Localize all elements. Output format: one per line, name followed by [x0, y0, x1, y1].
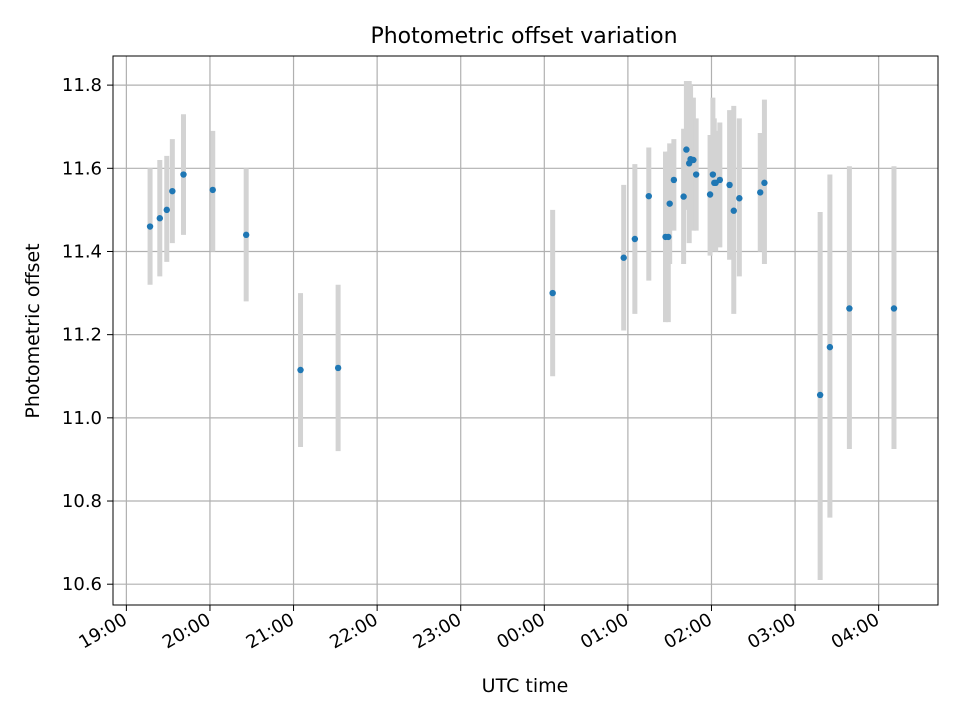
data-point: [680, 193, 687, 200]
data-point: [716, 176, 724, 184]
y-tick-label: 11.8: [62, 75, 102, 96]
data-point: [826, 343, 834, 351]
data-point: [666, 200, 673, 207]
data-point: [816, 391, 824, 399]
y-axis-ticks: 10.6 10.8 11.0 11.2 11.4 11.6 11.8: [62, 75, 113, 595]
data-point: [726, 181, 733, 189]
y-tick-label: 11.6: [62, 158, 102, 179]
chart-title: Photometric offset variation: [370, 24, 677, 49]
y-tick-label: 11.4: [62, 241, 102, 262]
data-point: [665, 233, 672, 241]
data-point: [549, 289, 556, 297]
data-point: [692, 171, 700, 178]
data-point: [180, 171, 187, 178]
data-point: [757, 189, 764, 196]
data-point: [163, 206, 170, 214]
data-point: [683, 146, 690, 153]
data-point: [736, 195, 743, 202]
y-axis-label: Photometric offset: [22, 243, 44, 418]
data-point: [146, 223, 154, 230]
grid-lines: [113, 56, 938, 605]
data-point: [761, 179, 768, 187]
data-point: [169, 187, 176, 195]
data-point: [709, 171, 717, 178]
data-point: [690, 156, 697, 164]
data-points: [146, 146, 898, 399]
x-axis-label: UTC time: [482, 675, 569, 697]
data-point: [620, 254, 627, 261]
plot-frame: [112, 55, 939, 606]
data-point: [242, 231, 250, 239]
y-tick-label: 11.0: [62, 408, 102, 429]
y-tick-label: 10.6: [62, 574, 102, 595]
data-point: [297, 366, 304, 374]
data-point: [706, 191, 714, 198]
data-point: [670, 176, 678, 184]
data-point: [631, 235, 639, 243]
data-point: [156, 215, 164, 222]
data-point: [846, 305, 853, 312]
data-point: [334, 364, 342, 372]
data-point: [209, 186, 216, 194]
data-point: [645, 192, 652, 200]
data-point: [890, 305, 898, 312]
y-tick-label: 10.8: [62, 491, 102, 512]
y-tick-label: 11.2: [62, 325, 102, 346]
data-point: [730, 207, 737, 214]
